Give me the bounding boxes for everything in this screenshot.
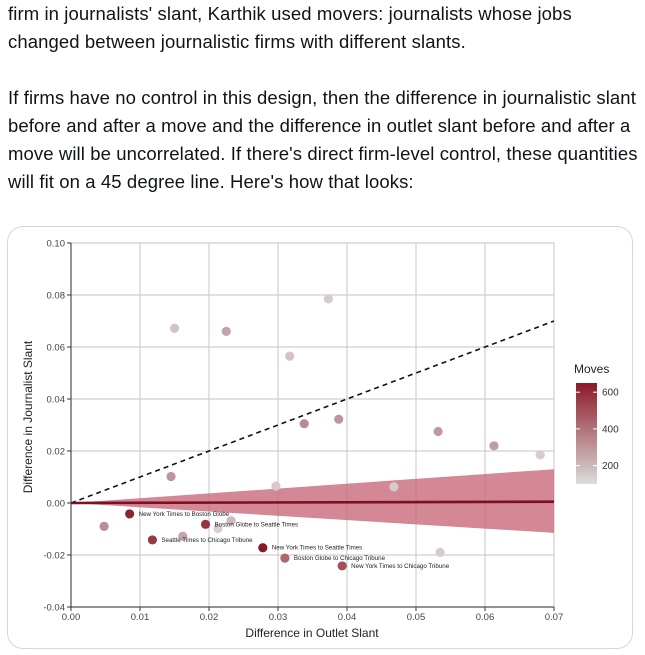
point-labels-layer: New York Times to Boston Globe Seattle Ti… <box>139 511 450 570</box>
data-point <box>178 531 188 541</box>
data-point <box>226 516 236 526</box>
data-point <box>280 553 290 563</box>
data-point <box>323 294 333 304</box>
data-point <box>299 419 309 429</box>
x-tick-label: 0.02 <box>200 612 219 623</box>
points-layer <box>99 294 545 571</box>
y-tick-label: 0.04 <box>47 395 66 406</box>
y-tick-label: 0.08 <box>47 291 66 302</box>
data-point <box>433 426 443 437</box>
data-point <box>99 521 109 531</box>
data-point <box>221 326 231 336</box>
y-tick-label: -0.04 <box>43 603 65 614</box>
data-point <box>258 543 268 553</box>
legend-tick-label: 400 <box>602 424 619 435</box>
data-point <box>535 450 545 460</box>
data-point <box>334 414 344 424</box>
y-tick-label: 0.00 <box>47 499 66 510</box>
y-axis-title: Difference in Journalist Slant <box>21 340 35 493</box>
point-label: New York Times to Chicago Tribune <box>351 563 450 570</box>
point-label: Boston Globe to Chicago Tribune <box>294 555 386 562</box>
data-point <box>147 535 158 545</box>
data-point <box>435 547 445 557</box>
point-label: New York Times to Boston Globe <box>139 511 230 518</box>
data-point <box>285 351 295 361</box>
data-point <box>389 482 399 492</box>
point-label: New York Times to Seattle Times <box>272 545 362 552</box>
tweet-paragraph-1: firm in journalists' slant, Karthik used… <box>8 3 572 52</box>
legend-tick-label: 600 <box>602 388 619 399</box>
data-point <box>489 441 499 451</box>
tweet-paragraph-2: If firms have no control in this design,… <box>8 87 638 192</box>
legend: Moves 600 400 200 <box>574 362 619 484</box>
tweet-text: firm in journalists' slant, Karthik used… <box>8 0 638 224</box>
legend-tick-label: 200 <box>602 461 619 472</box>
x-tick-label: 0.03 <box>269 612 288 623</box>
lines-layer <box>70 320 555 505</box>
y-tick-label: 0.02 <box>47 447 66 458</box>
x-tick-label: 0.05 <box>407 612 426 623</box>
scatter-chart: New York Times to Boston Globe Seattle Ti… <box>21 239 619 641</box>
legend-title: Moves <box>574 362 609 376</box>
y-tick-label: -0.02 <box>43 551 65 562</box>
x-tick-label: 0.04 <box>338 612 357 623</box>
data-point <box>166 471 176 482</box>
legend-colorbar <box>576 383 597 484</box>
data-point <box>213 523 223 534</box>
data-point <box>169 323 180 333</box>
axes: 0.00 0.01 0.02 0.03 0.04 0.05 0.06 0.07 -0.04 -0.… <box>43 239 563 624</box>
x-axis-title: Difference in Outlet Slant <box>245 626 379 640</box>
point-label: Seattle Times to Chicago Tribune <box>161 537 253 544</box>
x-tick-label: 0.06 <box>476 612 495 623</box>
grid <box>70 242 555 608</box>
data-point <box>125 509 135 519</box>
data-point <box>271 481 281 491</box>
point-label: Boston Globe to Seattle Times <box>215 521 299 528</box>
x-tick-label: 0.01 <box>131 612 150 623</box>
y-tick-label: 0.06 <box>47 343 66 354</box>
data-point <box>337 561 347 571</box>
media-card[interactable]: New York Times to Boston Globe Seattle Ti… <box>7 226 633 649</box>
x-tick-label: 0.07 <box>545 612 564 623</box>
x-tick-label: 0.00 <box>62 612 81 623</box>
y-tick-label: 0.10 <box>47 239 66 250</box>
data-point <box>200 519 211 529</box>
fit-line <box>70 500 555 505</box>
